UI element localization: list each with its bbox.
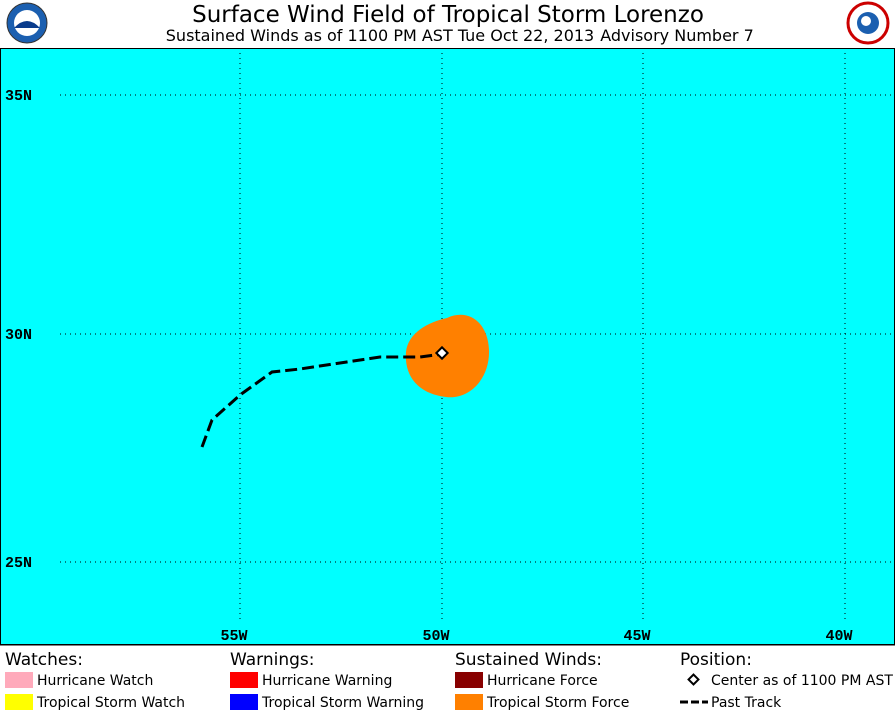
legend-item: Hurricane Watch — [37, 673, 153, 689]
swatch — [455, 694, 483, 710]
lat-label: 35N — [5, 88, 32, 105]
lon-label: 55W — [220, 628, 247, 645]
legend-heading: Sustained Winds: — [455, 650, 602, 670]
swatch — [230, 672, 258, 688]
swatch — [5, 694, 33, 710]
lon-label: 45W — [623, 628, 650, 645]
legend-item: Past Track — [711, 695, 782, 711]
advisory: Advisory Number 7 — [600, 26, 754, 45]
storm-center — [434, 345, 450, 361]
legend-item: Hurricane Force — [487, 673, 598, 689]
lat-label: 25N — [5, 555, 32, 572]
title: Surface Wind Field of Tropical Storm Lor… — [192, 2, 704, 28]
legend-item: Tropical Storm Watch — [36, 695, 185, 711]
lon-label: 40W — [825, 628, 852, 645]
legend-heading: Watches: — [5, 650, 83, 670]
noaa-logo — [6, 2, 48, 44]
legend-item: Center as of 1100 PM AST — [711, 673, 893, 689]
legend-heading: Position: — [680, 650, 752, 670]
lon-label: 50W — [422, 628, 449, 645]
nws-logo — [846, 1, 890, 45]
legend-item: Hurricane Warning — [262, 673, 392, 689]
subtitle: Sustained Winds as of 1100 PM AST Tue Oc… — [166, 26, 594, 45]
legend-heading: Warnings: — [230, 650, 314, 670]
tropical-storm-wind-field — [405, 314, 490, 398]
center-symbol — [687, 673, 700, 686]
swatch — [230, 694, 258, 710]
legend-item: Tropical Storm Warning — [261, 695, 424, 711]
lat-label: 30N — [5, 327, 32, 344]
legend-item: Tropical Storm Force — [486, 695, 629, 711]
past-track — [200, 352, 444, 448]
swatch — [5, 672, 33, 688]
swatch — [455, 672, 483, 688]
